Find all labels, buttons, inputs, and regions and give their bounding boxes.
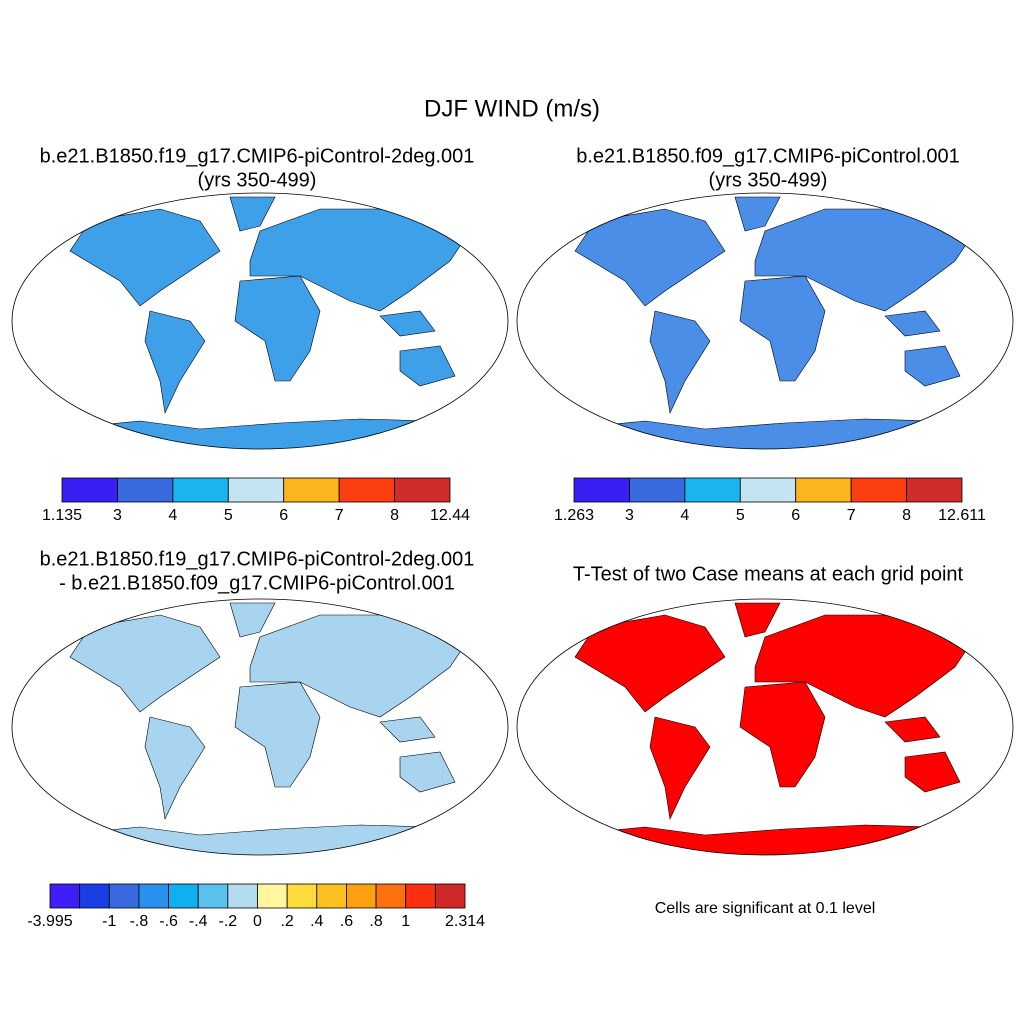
colorbar-box bbox=[629, 477, 686, 503]
colorbar-label: 7 bbox=[335, 507, 344, 524]
colorbar-label: 1.135 bbox=[42, 507, 82, 524]
colorbar-label: -.4 bbox=[189, 913, 208, 930]
map bbox=[516, 192, 1014, 451]
figure-title: DJF WIND (m/s) bbox=[424, 95, 600, 122]
colorbar-label: 12.44 bbox=[430, 507, 470, 524]
colorbar-box bbox=[434, 883, 466, 909]
map bbox=[11, 598, 509, 857]
panel: b.e21.B1850.f19_g17.CMIP6-piControl-2deg… bbox=[11, 548, 509, 930]
land bbox=[565, 197, 975, 451]
map-border bbox=[516, 192, 1014, 450]
map-border bbox=[11, 192, 509, 450]
map-border bbox=[516, 598, 1014, 856]
colorbar-label: 5 bbox=[736, 507, 745, 524]
land bbox=[60, 197, 470, 451]
colorbar-box bbox=[573, 477, 630, 503]
colorbar-box bbox=[684, 477, 741, 503]
colorbar-label: -3.995 bbox=[27, 913, 72, 930]
colorbar-box bbox=[906, 477, 963, 503]
map bbox=[516, 598, 1014, 857]
colorbar-box bbox=[49, 883, 81, 909]
colorbar-box bbox=[197, 883, 229, 909]
colorbar-label: -.6 bbox=[159, 913, 178, 930]
colorbar-label: 7 bbox=[847, 507, 856, 524]
colorbar-label: 6 bbox=[279, 507, 288, 524]
land bbox=[565, 603, 975, 857]
colorbar-label: 5 bbox=[224, 507, 233, 524]
colorbar-box bbox=[61, 477, 118, 503]
panel-title: (yrs 350-499) bbox=[198, 169, 317, 191]
colorbar-label: -1 bbox=[102, 913, 116, 930]
colorbar-box bbox=[338, 477, 395, 503]
colorbar-box bbox=[795, 477, 852, 503]
colorbar-box bbox=[168, 883, 199, 909]
panel-note: Cells are significant at 0.1 level bbox=[655, 900, 876, 917]
colorbar-label: 3 bbox=[625, 507, 634, 524]
colorbar-box bbox=[138, 883, 169, 909]
land bbox=[60, 603, 470, 857]
colorbar-label: 4 bbox=[680, 507, 689, 524]
colorbar-box bbox=[172, 477, 229, 503]
colorbar-label: -.2 bbox=[219, 913, 238, 930]
colorbar-box bbox=[405, 883, 436, 909]
colorbar-label: 8 bbox=[390, 507, 399, 524]
colorbar-box bbox=[850, 477, 907, 503]
colorbar-box bbox=[257, 883, 288, 909]
colorbar-box bbox=[117, 477, 174, 503]
panel-title: (yrs 350-499) bbox=[709, 169, 828, 191]
colorbar-label: .4 bbox=[310, 913, 323, 930]
panel-title: T-Test of two Case means at each grid po… bbox=[573, 563, 964, 585]
colorbar-box bbox=[283, 477, 340, 503]
colorbar-box bbox=[108, 883, 140, 909]
colorbar-label: 12.611 bbox=[938, 507, 986, 524]
map-border bbox=[11, 598, 509, 856]
colorbar-label: .8 bbox=[369, 913, 382, 930]
colorbar-box bbox=[286, 883, 318, 909]
panel-title: b.e21.B1850.f19_g17.CMIP6-piControl-2deg… bbox=[40, 145, 475, 167]
panel-title: b.e21.B1850.f19_g17.CMIP6-piControl-2deg… bbox=[40, 548, 475, 570]
colorbar-box bbox=[375, 883, 407, 909]
colorbar-label: 1 bbox=[401, 913, 410, 930]
colorbar-box bbox=[79, 883, 110, 909]
colorbar-box bbox=[739, 477, 797, 503]
colorbar-label: 1.263 bbox=[554, 507, 594, 524]
colorbar-label: -.8 bbox=[130, 913, 149, 930]
map bbox=[11, 192, 509, 451]
panel: b.e21.B1850.f19_g17.CMIP6-piControl-2deg… bbox=[11, 145, 509, 524]
panels: b.e21.B1850.f19_g17.CMIP6-piControl-2deg… bbox=[11, 145, 1014, 930]
colorbar-box bbox=[227, 883, 258, 909]
panel-title: b.e21.B1850.f09_g17.CMIP6-piControl.001 bbox=[576, 145, 960, 167]
panel-title: - b.e21.B1850.f09_g17.CMIP6-piControl.00… bbox=[59, 572, 455, 594]
panel: T-Test of two Case means at each grid po… bbox=[516, 563, 1014, 917]
colorbar-box bbox=[394, 477, 451, 503]
colorbar-label: 8 bbox=[902, 507, 911, 524]
colorbar-label: 3 bbox=[113, 507, 122, 524]
colorbar-label: 6 bbox=[791, 507, 800, 524]
colorbar-label: 4 bbox=[168, 507, 177, 524]
colorbar-label: 2.314 bbox=[445, 913, 485, 930]
colorbar-box bbox=[316, 883, 347, 909]
colorbar-box bbox=[227, 477, 285, 503]
colorbar-box bbox=[346, 883, 377, 909]
panel: b.e21.B1850.f09_g17.CMIP6-piControl.001(… bbox=[516, 145, 1014, 524]
colorbar-label: .6 bbox=[340, 913, 353, 930]
colorbar-label: 0 bbox=[253, 913, 262, 930]
colorbar-label: .2 bbox=[280, 913, 293, 930]
